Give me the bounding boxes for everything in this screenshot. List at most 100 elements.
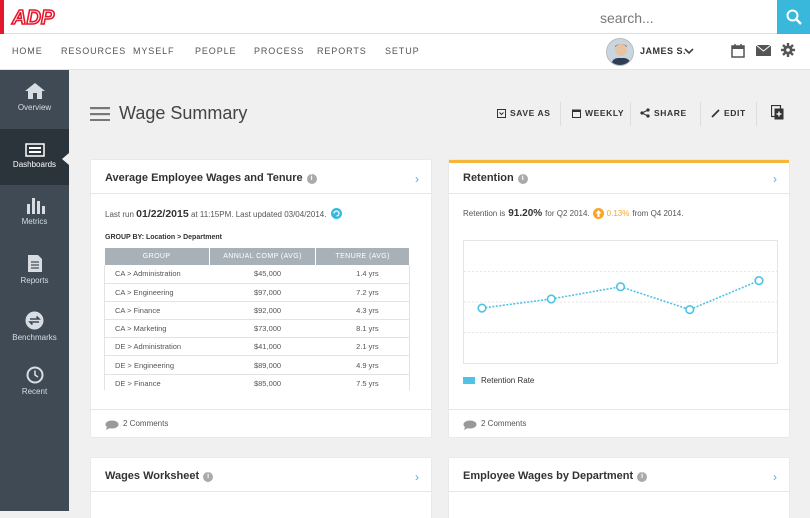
card-body: Average Employee Wages and Tenure i › Las… [91,160,431,390]
sidebar-item-label: Dashboards [12,160,57,169]
top-bar: ADP [0,0,810,34]
nav-myself[interactable]: MYSELF [133,46,175,56]
search-input[interactable] [600,8,770,28]
comment-icon [105,420,119,430]
chart-point[interactable] [546,294,556,304]
info-icon[interactable]: i [517,174,528,184]
wages-worksheet-card: Wages Worksheet i › [91,458,431,518]
retention-card: Retention i › Retention is 91.20% for Q2 … [449,160,789,437]
nav-resources[interactable]: RESOURCES [61,46,127,56]
sidebar-item-label: Reports [20,276,49,285]
column-header[interactable]: ANNUAL COMP (AVG) [209,248,317,265]
nav-home[interactable]: HOME [12,46,43,56]
chart-point[interactable] [477,303,487,313]
nav-process[interactable]: PROCESS [254,46,305,56]
table-cell: CA > Finance [104,301,210,321]
table-row[interactable]: CA > Engineering $97,000 7.2 yrs [104,283,410,302]
comments-link[interactable]: 2 Comments [481,419,527,428]
chart-point[interactable] [615,282,626,292]
info-icon[interactable]: i [203,472,214,482]
nav-setup[interactable]: SETUP [385,46,420,56]
weekly-button[interactable]: WEEKLY [572,108,624,118]
column-header[interactable]: GROUP [104,248,210,265]
avatar[interactable] [606,38,634,66]
sidebar-item-reports[interactable]: Reports [0,254,69,306]
clock-icon [26,366,43,384]
active-indicator [62,153,69,165]
save-as-button[interactable]: SAVE AS [497,108,551,118]
edit-button[interactable]: EDIT [711,108,746,118]
table-row[interactable]: DE > Administration $41,000 2.1 yrs [104,337,410,357]
table-row[interactable]: CA > Finance $92,000 4.3 yrs [104,301,410,321]
retention-summary: Retention is 91.20% for Q2 2014. 0.13% f… [463,208,684,219]
nav-reports[interactable]: REPORTS [317,46,367,56]
chevron-down-icon[interactable] [683,45,695,57]
table-cell: CA > Administration [104,265,210,284]
table-cell: 4.3 yrs [315,301,410,321]
table-cell: 8.1 yrs [315,319,410,339]
table-cell: $89,000 [209,355,316,375]
nav-people[interactable]: PEOPLE [195,46,237,56]
divider [449,491,789,492]
card-footer[interactable]: 2 Comments [449,409,789,437]
table-header-row: GROUP ANNUAL COMP (AVG) TENURE (AVG) [104,248,410,265]
retention-chart-svg [464,271,777,333]
arrow-up-icon [592,208,604,219]
mail-icon[interactable] [756,45,771,56]
divider [449,193,789,194]
wages-tenure-card: Average Employee Wages and Tenure i › Las… [91,160,431,437]
page-title: Wage Summary [119,103,248,123]
gear-icon[interactable] [781,43,795,57]
benchmark-icon [25,311,44,330]
legend-swatch [463,377,475,384]
sidebar-item-dashboards[interactable]: Dashboards [0,129,69,185]
card-title[interactable]: Average Employee Wages and Tenure i [105,172,317,184]
table-cell: 1.4 yrs [315,265,410,284]
info-icon[interactable]: i [306,174,317,184]
table-cell: 7.5 yrs [315,374,410,390]
weekly-label: WEEKLY [585,108,625,118]
table-cell: DE > Administration [104,337,210,357]
card-title[interactable]: Retention i [463,172,528,184]
card-footer[interactable]: 2 Comments [91,409,431,437]
column-header[interactable]: TENURE (AVG) [315,248,410,265]
search-icon [786,9,802,25]
legend-label: Retention Rate [481,376,535,385]
chevron-right-icon[interactable]: › [773,470,777,484]
add-page-icon[interactable] [771,105,784,120]
table-row[interactable]: CA > Marketing $73,000 8.1 yrs [104,319,410,339]
sidebar-item-benchmarks[interactable]: Benchmarks [0,311,69,363]
sidebar-item-metrics[interactable]: Metrics [0,196,69,248]
chart-point[interactable] [754,276,764,286]
table-cell: 2.1 yrs [315,337,410,357]
table-row[interactable]: CA > Administration $45,000 1.4 yrs [104,265,410,284]
sidebar-item-recent[interactable]: Recent [0,366,69,418]
adp-logo[interactable]: ADP [0,0,56,34]
table-cell: 7.2 yrs [315,283,410,302]
wages-by-department-card: Employee Wages by Department i › [449,458,789,518]
table-cell: CA > Engineering [104,283,210,302]
table-row[interactable]: DE > Engineering $89,000 4.9 yrs [104,355,410,375]
refresh-icon[interactable] [330,208,342,219]
table-cell: DE > Engineering [104,355,210,375]
sidebar-item-label: Benchmarks [12,333,57,342]
sidebar-item-label: Overview [17,103,52,112]
info-icon[interactable]: i [637,472,648,482]
save-icon [497,108,506,118]
comments-link[interactable]: 2 Comments [123,419,169,428]
chevron-right-icon[interactable]: › [773,172,777,186]
card-title[interactable]: Employee Wages by Department i [463,470,648,482]
chevron-right-icon[interactable]: › [415,470,419,484]
share-button[interactable]: SHARE [640,108,687,118]
chevron-right-icon[interactable]: › [415,172,419,186]
user-name[interactable]: JAMES S. [640,46,687,56]
chart-legend: Retention Rate [463,376,534,385]
table-row[interactable]: DE > Finance $85,000 7.5 yrs [104,374,410,390]
search-button[interactable] [777,0,810,34]
last-run-text: Last run 01/22/2015 at 11:15PM. Last upd… [105,208,342,220]
chart-point[interactable] [685,305,695,315]
card-title[interactable]: Wages Worksheet i [105,470,214,482]
sidebar-item-overview[interactable]: Overview [0,82,69,134]
hamburger-menu-icon[interactable] [90,107,110,121]
calendar-icon[interactable] [731,43,745,58]
